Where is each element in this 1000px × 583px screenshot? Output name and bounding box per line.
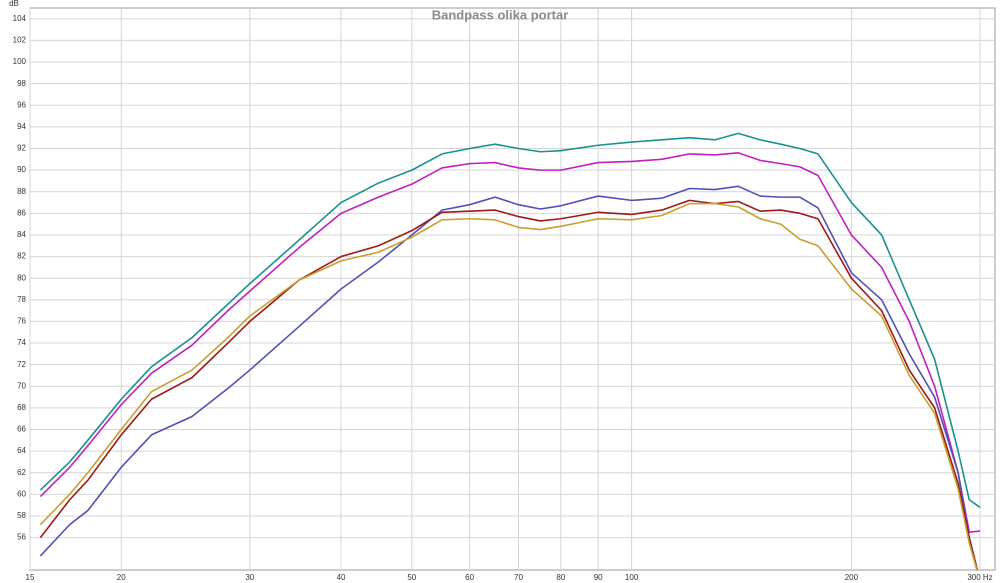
y-tick-label: 86 — [17, 208, 26, 217]
x-tick-label: 60 — [465, 573, 474, 582]
y-tick-label: 70 — [17, 381, 26, 390]
y-tick-label: 96 — [17, 100, 26, 109]
y-tick-label: 94 — [17, 122, 26, 131]
x-tick-label: 80 — [556, 573, 565, 582]
y-tick-label: 90 — [17, 165, 26, 174]
x-tick-label: 200 — [845, 573, 859, 582]
y-tick-label: 98 — [17, 79, 26, 88]
series-line — [39, 202, 978, 570]
x-tick-label: 50 — [407, 573, 416, 582]
x-tick-label: 20 — [117, 573, 126, 582]
y-tick-label: 72 — [17, 360, 26, 369]
y-tick-label: 78 — [17, 295, 26, 304]
y-tick-label: 66 — [17, 425, 26, 434]
y-tick-label: 92 — [17, 144, 26, 153]
series-line — [39, 199, 979, 570]
y-axis-label: dB — [9, 0, 19, 8]
x-tick-label: 70 — [514, 573, 523, 582]
x-tick-label: 15 — [26, 573, 35, 582]
y-tick-label: 104 — [13, 14, 27, 23]
y-tick-label: 56 — [17, 533, 26, 542]
chart-title: Bandpass olika portar — [432, 7, 569, 22]
y-tick-label: 82 — [17, 252, 26, 261]
x-tick-label: 40 — [337, 573, 346, 582]
y-tick-label: 88 — [17, 187, 26, 196]
y-tick-label: 100 — [13, 57, 27, 66]
y-tick-label: 64 — [17, 446, 26, 455]
grid — [29, 8, 995, 570]
y-tick-label: 62 — [17, 468, 26, 477]
y-tick-label: 58 — [17, 511, 26, 520]
y-tick-label: 74 — [17, 338, 26, 347]
x-tick-label: 300 Hz — [967, 573, 992, 582]
x-tick-label: 100 — [625, 573, 639, 582]
y-tick-label: 84 — [17, 230, 26, 239]
x-tick-label: 90 — [594, 573, 603, 582]
y-tick-label: 60 — [17, 489, 26, 498]
series-line — [39, 132, 981, 508]
y-tick-label: 68 — [17, 403, 26, 412]
x-tick-label: 30 — [245, 573, 254, 582]
plot-frame — [29, 7, 996, 571]
series-line — [39, 152, 981, 533]
y-tick-label: 80 — [17, 273, 26, 282]
lines — [39, 132, 981, 570]
y-tick-label: 76 — [17, 317, 26, 326]
y-tick-label: 102 — [13, 36, 27, 45]
series-line — [39, 185, 979, 570]
